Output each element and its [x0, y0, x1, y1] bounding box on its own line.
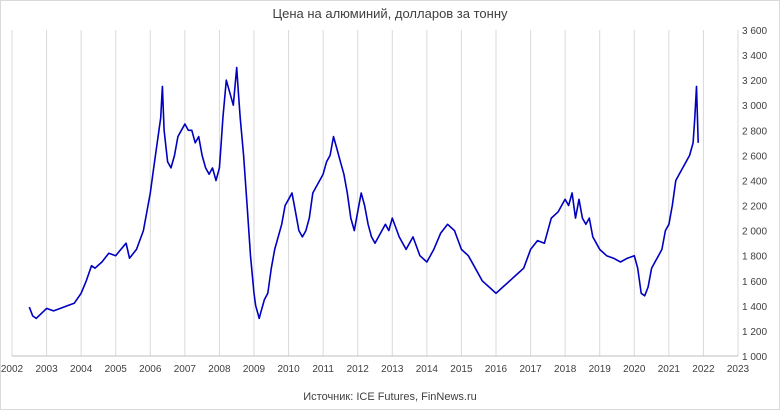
x-tick-label: 2005 [105, 364, 128, 375]
y-tick-label: 2 200 [742, 202, 767, 213]
y-tick-label: 2 800 [742, 126, 767, 137]
x-tick-label: 2023 [727, 364, 750, 375]
y-tick-label: 2 600 [742, 151, 767, 162]
x-tick-label: 2015 [450, 364, 473, 375]
x-tick-label: 2022 [692, 364, 715, 375]
x-tick-label: 2019 [589, 364, 612, 375]
x-tick-label: 2014 [416, 364, 439, 375]
y-tick-label: 2 000 [742, 227, 767, 238]
x-axis-tick-labels: 2002 2003 2004 2005 2006 2007 2008 2009 2010 2011… [1, 364, 750, 375]
y-tick-label: 1 800 [742, 252, 767, 263]
x-tick-label: 2013 [381, 364, 404, 375]
source-note: Источник: ICE Futures, FinNews.ru [303, 391, 477, 403]
y-tick-label: 1 400 [742, 302, 767, 313]
x-tick-label: 2002 [1, 364, 24, 375]
y-tick-label: 3 400 [742, 51, 767, 62]
grid-lines [11, 30, 739, 357]
x-tick-label: 2020 [623, 364, 646, 375]
y-tick-label: 3 200 [742, 76, 767, 87]
x-tick-label: 2004 [70, 364, 93, 375]
x-tick-label: 2016 [485, 364, 508, 375]
x-tick-label: 2011 [312, 364, 334, 375]
x-tick-label: 2012 [347, 364, 370, 375]
x-tick-label: 2007 [174, 364, 197, 375]
x-tick-label: 2009 [243, 364, 266, 375]
y-tick-label: 1 600 [742, 277, 767, 288]
aluminum-price-line [28, 66, 699, 320]
x-tick-label: 2010 [277, 364, 300, 375]
y-tick-label: 2 400 [742, 176, 767, 187]
x-tick-label: 2021 [658, 364, 681, 375]
x-tick-label: 2018 [554, 364, 577, 375]
y-tick-label: 3 600 [742, 26, 767, 37]
x-tick-label: 2003 [35, 364, 58, 375]
x-tick-label: 2017 [519, 364, 542, 375]
y-tick-label: 1 000 [742, 352, 767, 363]
y-tick-label: 3 000 [742, 101, 767, 112]
chart-title: Цена на алюминий, долларов за тонну [272, 6, 508, 21]
x-tick-label: 2008 [208, 364, 231, 375]
x-tick-label: 2006 [139, 364, 162, 375]
y-tick-label: 1 200 [742, 327, 767, 338]
y-axis-tick-labels: 1 000 1 200 1 400 1 600 1 800 2 000 2 200 2 400… [742, 26, 767, 363]
